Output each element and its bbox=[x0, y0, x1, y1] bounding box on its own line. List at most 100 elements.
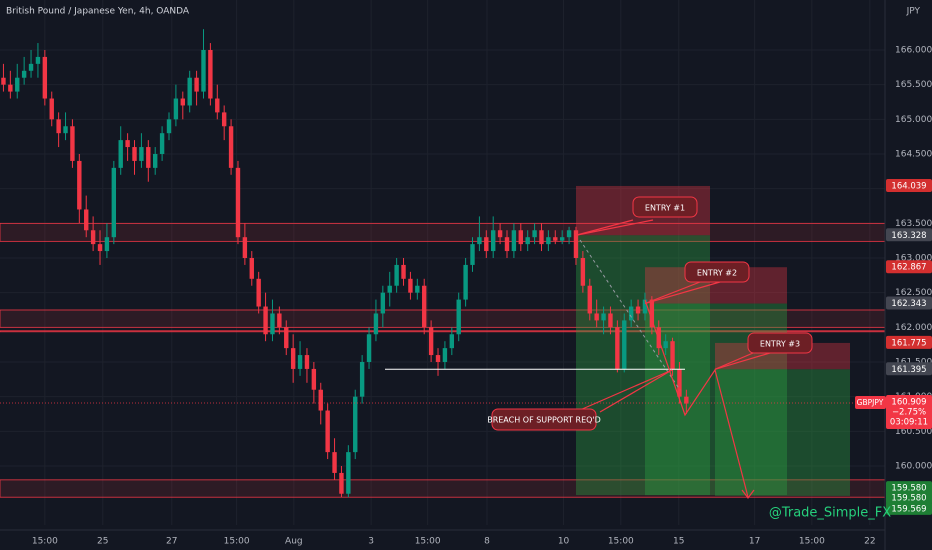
candle-body bbox=[15, 77, 20, 92]
y-tick-label: 162.500 bbox=[895, 288, 932, 298]
price-tag-label: 163.328 bbox=[891, 231, 926, 241]
callout-label: ENTRY #2 bbox=[697, 269, 737, 278]
price-tag bbox=[886, 362, 932, 376]
candle-body bbox=[56, 119, 61, 134]
candle-body bbox=[608, 313, 613, 328]
x-tick-label: 8 bbox=[484, 537, 490, 547]
x-tick-label: 15:00 bbox=[799, 537, 825, 547]
candle-body bbox=[42, 56, 48, 99]
candle-body bbox=[518, 230, 523, 245]
candle-body bbox=[566, 230, 572, 238]
trend-dash bbox=[579, 239, 681, 391]
current-price-tag bbox=[886, 394, 932, 429]
candle-body bbox=[49, 98, 54, 120]
candle-body bbox=[228, 126, 234, 168]
candle-body bbox=[456, 299, 461, 335]
candle-body bbox=[546, 237, 551, 245]
candle-body bbox=[159, 133, 165, 154]
price-tag bbox=[886, 335, 932, 349]
price-tag bbox=[886, 501, 932, 515]
candle-body bbox=[497, 230, 503, 238]
y-tick-label: 163.500 bbox=[895, 219, 932, 229]
candle-body bbox=[380, 292, 386, 314]
candle-body bbox=[146, 147, 151, 168]
candle-body bbox=[601, 313, 606, 321]
price-tag-label: 159.580 bbox=[891, 484, 926, 494]
x-tick-label: 10 bbox=[558, 537, 570, 547]
watermark: @Trade_Simple_FX bbox=[769, 506, 891, 521]
candle-body bbox=[235, 167, 241, 238]
resistance-zone bbox=[0, 222, 886, 242]
callout-line bbox=[579, 369, 673, 411]
candle-body bbox=[118, 140, 123, 168]
candle-body bbox=[387, 285, 392, 293]
candle-body bbox=[1, 77, 6, 85]
y-tick-label: 165.000 bbox=[895, 115, 932, 125]
y-tick-label: 160.000 bbox=[895, 461, 932, 471]
candle-body bbox=[442, 348, 448, 362]
candle-body bbox=[284, 327, 289, 349]
price-tag bbox=[886, 260, 932, 274]
callout-line bbox=[575, 219, 654, 236]
callout-line bbox=[575, 219, 634, 236]
candle-body bbox=[615, 327, 620, 369]
candle-body bbox=[525, 237, 530, 245]
candle-body bbox=[415, 285, 420, 293]
candle-body bbox=[21, 70, 27, 78]
candle-body bbox=[635, 306, 641, 314]
x-tick-label: Aug bbox=[285, 537, 303, 547]
candle-body bbox=[318, 389, 323, 411]
candle-body bbox=[539, 230, 544, 245]
callout-label: ENTRY #3 bbox=[760, 340, 800, 349]
price-tag-label: 159.580 bbox=[891, 494, 926, 504]
y-tick-label: 166.000 bbox=[895, 45, 932, 55]
candle-body bbox=[628, 306, 634, 321]
candle-body bbox=[642, 299, 648, 314]
candle-body bbox=[346, 452, 351, 494]
candle-body bbox=[366, 334, 372, 362]
candle-body bbox=[359, 361, 365, 397]
candle-body bbox=[111, 167, 117, 238]
candle-body bbox=[670, 341, 675, 369]
candle-body bbox=[290, 348, 296, 369]
price-tag-label: 162.867 bbox=[891, 263, 926, 273]
price-tag-label: 164.039 bbox=[891, 181, 926, 191]
candle-body bbox=[684, 396, 689, 404]
candle-body bbox=[201, 49, 206, 92]
price-tag-label: 161.395 bbox=[891, 365, 926, 375]
candle-body bbox=[35, 56, 41, 64]
candle-body bbox=[677, 368, 682, 397]
callout-line bbox=[599, 369, 673, 413]
callout-line bbox=[644, 281, 701, 305]
candle-body bbox=[125, 140, 130, 148]
candle-body bbox=[353, 396, 358, 453]
price-tag bbox=[886, 228, 932, 242]
x-tick-label: 15:00 bbox=[32, 537, 58, 547]
price-tag-label: 161.775 bbox=[891, 338, 926, 348]
candle-body bbox=[215, 98, 220, 113]
candle-body bbox=[173, 98, 179, 120]
callout-box bbox=[491, 408, 597, 431]
candle-body bbox=[270, 313, 275, 335]
candle-body bbox=[408, 278, 413, 293]
candle-body bbox=[463, 264, 468, 300]
target-zone bbox=[715, 369, 850, 496]
candle-body bbox=[132, 147, 137, 161]
candle-body bbox=[104, 237, 110, 252]
candle-body bbox=[297, 355, 303, 369]
candle-body bbox=[242, 237, 248, 258]
candle-body bbox=[587, 285, 592, 314]
callout-line bbox=[644, 281, 721, 305]
current-price: 160.909 bbox=[891, 397, 926, 407]
callout-box bbox=[747, 332, 813, 354]
price-tag bbox=[886, 481, 932, 495]
candle-body bbox=[394, 264, 399, 286]
arrow-head bbox=[741, 489, 755, 499]
candle-body bbox=[180, 98, 185, 106]
candle-body bbox=[153, 153, 158, 168]
candle-body bbox=[559, 237, 565, 241]
candle-body bbox=[594, 313, 599, 321]
candle-body bbox=[484, 237, 489, 252]
candle-body bbox=[194, 77, 199, 92]
